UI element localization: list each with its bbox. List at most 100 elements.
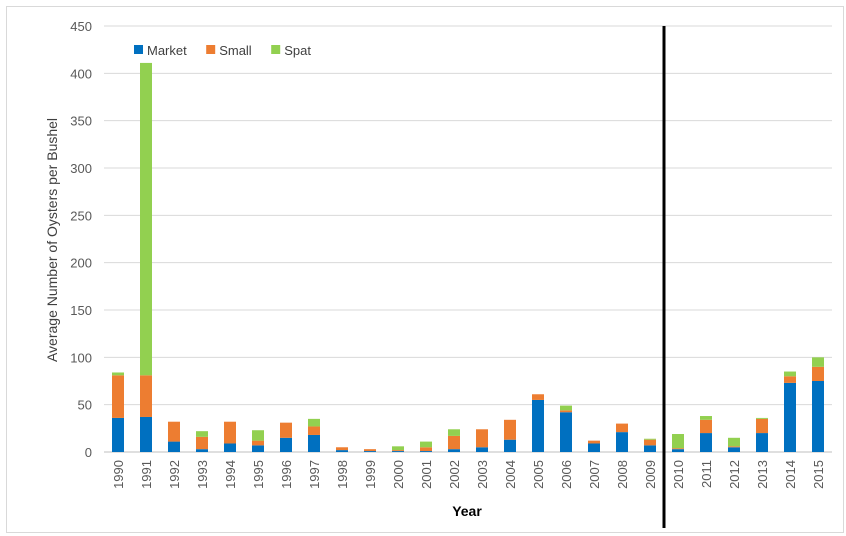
x-tick-label: 2009	[643, 460, 658, 489]
bar-segment-market	[448, 449, 460, 452]
bar-segment-small	[756, 418, 768, 434]
bar-segment-small	[672, 448, 684, 450]
bar-segment-market	[336, 450, 348, 452]
bar-segment-spat	[560, 405, 572, 411]
x-tick-label: 2013	[755, 460, 770, 489]
bar-segment-market	[672, 449, 684, 452]
x-tick-label: 1993	[195, 460, 210, 489]
x-tick-label: 1999	[363, 460, 378, 489]
bar-segment-market	[224, 443, 236, 452]
bar-segment-spat	[112, 372, 124, 376]
bar-segment-market	[728, 447, 740, 452]
bar-segment-small	[420, 447, 432, 452]
bar-segment-small	[364, 449, 376, 452]
bar-segment-small	[644, 439, 656, 446]
x-tick-label: 2014	[783, 460, 798, 489]
bar-segment-market	[112, 417, 124, 452]
bar-segment-spat	[644, 438, 656, 440]
y-tick-label: 300	[70, 161, 92, 176]
bar-segment-market	[196, 449, 208, 452]
x-tick-label: 1996	[279, 460, 294, 489]
legend-swatch-small	[206, 45, 216, 54]
x-axis-title: Year	[452, 503, 482, 519]
bar-segment-small	[252, 440, 264, 446]
x-tick-label: 2005	[531, 460, 546, 489]
bar-segment-spat	[784, 371, 796, 377]
bar-segment-market	[560, 412, 572, 452]
bar-segment-small	[280, 422, 292, 438]
bar-segment-market	[252, 445, 264, 452]
y-tick-label: 0	[85, 445, 92, 460]
bar-segment-market	[364, 451, 376, 452]
x-tick-label: 2004	[503, 460, 518, 489]
bar-segment-small	[140, 375, 152, 417]
bar-segment-market	[812, 381, 824, 452]
legend-label-market: Market	[147, 43, 187, 58]
x-tick-label: 2000	[391, 460, 406, 489]
bar-segment-spat	[140, 62, 152, 376]
x-tick-label: 1998	[335, 460, 350, 489]
bar-segment-spat	[392, 446, 404, 451]
y-tick-label: 250	[70, 208, 92, 223]
x-tick-label: 1992	[167, 460, 182, 489]
legend-swatch-spat	[271, 45, 281, 54]
bar-segment-market	[140, 416, 152, 452]
x-tick-label: 1991	[139, 460, 154, 489]
y-tick-label: 100	[70, 350, 92, 365]
y-tick-label: 150	[70, 303, 92, 318]
bar-segment-spat	[812, 357, 824, 367]
bar-segment-spat	[196, 431, 208, 437]
x-tick-label: 1997	[307, 460, 322, 489]
bar-segment-small	[616, 423, 628, 433]
y-axis-title: Average Number of Oysters per Bushel	[44, 118, 60, 362]
bars	[112, 62, 824, 452]
bar-segment-market	[420, 451, 432, 452]
bar-segment-spat	[700, 416, 712, 420]
bar-segment-spat	[672, 434, 684, 449]
bar-segment-market	[532, 399, 544, 452]
bar-segment-market	[476, 447, 488, 452]
bar-segment-spat	[420, 441, 432, 448]
gridlines	[104, 25, 832, 453]
y-tick-label: 450	[70, 19, 92, 34]
bar-segment-small	[728, 446, 740, 448]
bar-segment-market	[308, 434, 320, 452]
bar-segment-spat	[252, 430, 264, 441]
bar-segment-small	[812, 366, 824, 381]
bar-segment-market	[644, 445, 656, 452]
bar-segment-small	[560, 410, 572, 413]
bar-segment-small	[308, 426, 320, 435]
y-tick-label: 400	[70, 66, 92, 81]
bar-segment-market	[756, 433, 768, 452]
bar-segment-small	[224, 421, 236, 444]
bar-segment-market	[616, 432, 628, 452]
legend-label-spat: Spat	[284, 43, 311, 58]
bar-segment-market	[784, 382, 796, 452]
bar-segment-small	[532, 394, 544, 400]
bar-segment-small	[112, 375, 124, 418]
x-tick-label: 2007	[587, 460, 602, 489]
x-tick-label: 2002	[447, 460, 462, 489]
y-tick-label: 50	[78, 398, 92, 413]
bar-segment-spat	[448, 429, 460, 436]
bar-segment-small	[588, 440, 600, 444]
bar-segment-small	[504, 419, 516, 440]
x-tick-label: 1990	[111, 460, 126, 489]
legend-label-small: Small	[219, 43, 252, 58]
x-tick-label: 2012	[727, 460, 742, 489]
bar-segment-market	[280, 437, 292, 452]
bar-segment-small	[784, 376, 796, 383]
x-tick-label: 2011	[699, 460, 714, 488]
bar-segment-market	[168, 441, 180, 452]
x-tick-label: 2003	[475, 460, 490, 489]
x-tick-label: 1994	[223, 460, 238, 489]
bar-segment-small	[392, 450, 404, 452]
y-tick-labels: 0 50 100 150 200 250 300 350 400 450	[70, 19, 92, 460]
bar-segment-small	[476, 429, 488, 448]
bar-segment-small	[336, 447, 348, 451]
x-tick-label: 2008	[615, 460, 630, 489]
bar-segment-spat	[308, 418, 320, 427]
bar-segment-market	[588, 443, 600, 452]
legend: Market Small Spat	[134, 43, 311, 58]
